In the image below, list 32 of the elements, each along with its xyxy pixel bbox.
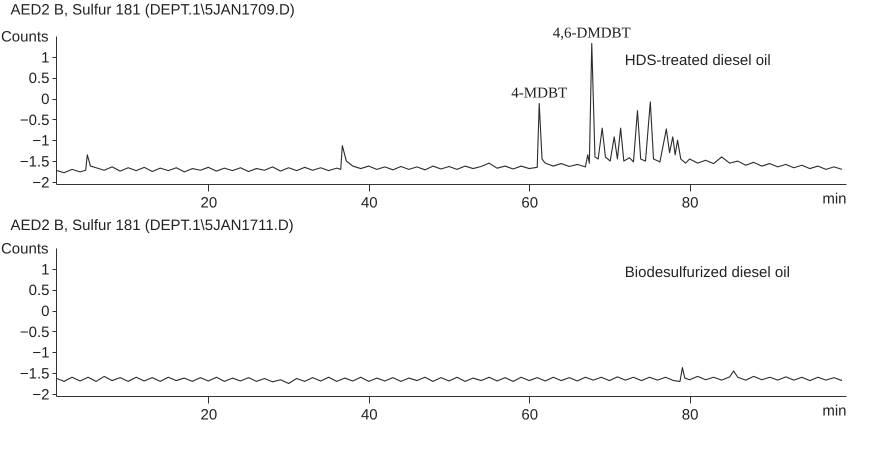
- x-tick-label: 80: [682, 194, 698, 212]
- y-tick-label: 1: [41, 49, 50, 66]
- x-tick-label: 20: [200, 406, 218, 424]
- x-tick-label: 20: [200, 194, 218, 212]
- y-tick-label: 0.5: [28, 70, 50, 88]
- annotation: HDS-treated diesel oil: [624, 52, 771, 69]
- y-tick-label: −1: [32, 132, 50, 150]
- y-tick-label: 1: [41, 261, 50, 278]
- y-axis-title: Counts: [0, 28, 48, 46]
- annotation: Biodesulfurized diesel oil: [624, 264, 790, 281]
- y-tick-label: 0: [41, 91, 50, 108]
- x-tick-label: 40: [360, 194, 378, 212]
- x-axis-title: min: [822, 190, 846, 208]
- y-tick-label: 0: [41, 303, 50, 320]
- x-axis-title: min: [822, 402, 846, 420]
- x-tick-label: 80: [682, 406, 698, 424]
- y-tick-label: −1.5: [20, 154, 50, 171]
- y-tick-label: −1.5: [20, 366, 50, 383]
- chart-title: AED2 B, Sulfur 181 (DEPT.1\5JAN1711.D): [10, 217, 294, 234]
- y-tick-label: −1: [32, 344, 50, 362]
- y-tick-label: −2: [32, 174, 50, 192]
- y-axis-title: Counts: [0, 240, 48, 258]
- x-tick-label: 60: [521, 406, 538, 424]
- y-tick-label: −0.5: [20, 112, 50, 129]
- x-tick-label: 60: [521, 194, 538, 212]
- chart-title: AED2 B, Sulfur 181 (DEPT.1\5JAN1709.D): [10, 2, 295, 19]
- y-tick-label: −0.5: [20, 324, 50, 341]
- y-tick-label: −2: [32, 386, 50, 404]
- annotation: 4-MDBT: [511, 86, 568, 102]
- annotation: 4,6-DMDBT: [552, 26, 631, 42]
- y-tick-label: 0.5: [28, 282, 50, 300]
- x-tick-label: 40: [360, 406, 378, 424]
